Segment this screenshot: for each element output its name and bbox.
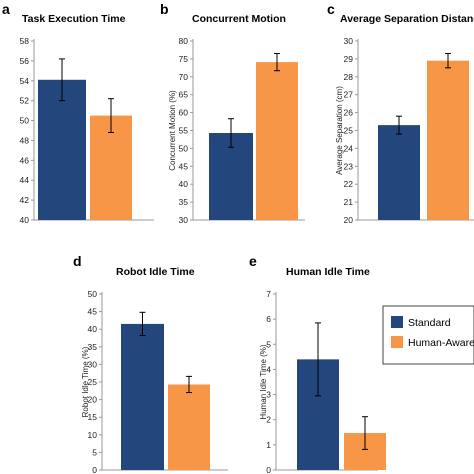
y-tick-label: 23 (344, 161, 354, 171)
y-tick-label: 40 (20, 215, 30, 225)
panel-title: Task Execution Time (22, 13, 126, 25)
panel-d: d Robot Idle Time 0 5 10 15 20 25 30 35 40 45 50 Robo… (73, 253, 228, 474)
y-tick-label: 50 (88, 289, 98, 299)
legend-label-standard: Standard (408, 317, 451, 329)
y-tick-label: 46 (20, 155, 30, 165)
legend: Standard Human-Aware (382, 305, 474, 365)
y-tick-label: 28 (344, 72, 354, 82)
y-tick-label: 26 (344, 108, 354, 118)
bar-standard (378, 125, 420, 220)
y-tick-label: 44 (20, 175, 30, 185)
y-tick-label: 20 (344, 215, 354, 225)
legend-box (382, 305, 474, 365)
y-tick-label: 2 (266, 415, 271, 425)
panel-a: a Task Execution Time 40 42 44 46 48 50 52 54 56 58 (2, 1, 154, 225)
panel-label: c (327, 1, 335, 17)
y-axis-label: Average Separation (cm) (335, 86, 344, 175)
panel-title: Robot Idle Time (116, 266, 195, 278)
y-tick-label: 50 (179, 143, 189, 153)
y-tick-label: 5 (266, 339, 271, 349)
y-tick-label: 35 (179, 197, 189, 207)
y-tick-label: 25 (344, 126, 354, 136)
y-tick-label: 35 (88, 342, 98, 352)
y-tick-label: 40 (179, 179, 189, 189)
y-tick-label: 10 (88, 430, 98, 440)
y-tick-label: 30 (88, 359, 98, 369)
y-tick-label: 24 (344, 143, 354, 153)
y-axis-label: Human Idle Time (%) (259, 344, 268, 419)
y-tick-label: 80 (179, 36, 189, 46)
y-tick-label: 70 (179, 72, 189, 82)
panel-title: Concurrent Motion (192, 13, 286, 25)
legend-label-human-aware: Human-Aware (408, 337, 474, 349)
y-tick-label: 54 (20, 76, 30, 86)
bar-standard (121, 323, 164, 470)
y-tick-label: 52 (20, 96, 30, 106)
panel-label: b (160, 1, 169, 17)
legend-swatch-human-aware (391, 336, 403, 348)
panel-label: a (2, 1, 10, 17)
y-axis-label: Concurrent Motion (%) (168, 90, 177, 171)
y-tick-label: 60 (179, 108, 189, 118)
y-tick-label: 75 (179, 54, 189, 64)
y-tick-label: 55 (179, 126, 189, 136)
y-tick-label: 4 (266, 364, 271, 374)
y-tick-label: 25 (88, 377, 98, 387)
y-tick-label: 58 (20, 36, 30, 46)
y-tick-label: 6 (266, 314, 271, 324)
y-tick-label: 30 (179, 215, 189, 225)
y-tick-label: 48 (20, 135, 30, 145)
y-tick-label: 50 (20, 116, 30, 126)
y-tick-label: 40 (88, 324, 98, 334)
y-tick-label: 56 (20, 56, 30, 66)
y-tick-label: 27 (344, 90, 354, 100)
y-tick-label: 1 (266, 440, 271, 450)
panel-title: Human Idle Time (286, 266, 370, 278)
y-tick-label: 7 (266, 289, 271, 299)
y-tick-label: 45 (88, 307, 98, 317)
y-tick-label: 0 (266, 465, 271, 474)
y-tick-label: 5 (92, 447, 97, 457)
y-tick-label: 42 (20, 195, 30, 205)
panel-label: d (73, 253, 82, 269)
y-tick-label: 65 (179, 90, 189, 100)
panel-title: Average Separation Distance (340, 13, 474, 25)
y-tick-label: 15 (88, 412, 98, 422)
y-tick-label: 22 (344, 179, 354, 189)
y-tick-label: 30 (344, 36, 354, 46)
y-axis-label: Robot Idle Time (%) (81, 346, 90, 417)
bar-human-aware (168, 384, 210, 470)
bar-standard (38, 79, 86, 221)
panel-b: b Concurrent Motion 30 35 40 45 50 55 60 65 70 75 80… (160, 1, 305, 225)
bar-human-aware (256, 62, 298, 220)
y-tick-label: 21 (344, 197, 354, 207)
panel-e: e Human Idle Time 0 1 2 3 4 5 6 7 Human Idle Time … (249, 253, 386, 474)
y-tick-label: 0 (92, 465, 97, 474)
y-tick-label: 29 (344, 54, 354, 64)
y-tick-label: 3 (266, 390, 271, 400)
panel-c: c Average Separation Distance 20 21 22 23 24 25… (327, 1, 474, 225)
legend-swatch-standard (391, 316, 403, 328)
bar-human-aware (427, 60, 469, 220)
panel-label: e (249, 253, 257, 269)
y-tick-label: 20 (88, 395, 98, 405)
y-tick-label: 45 (179, 161, 189, 171)
